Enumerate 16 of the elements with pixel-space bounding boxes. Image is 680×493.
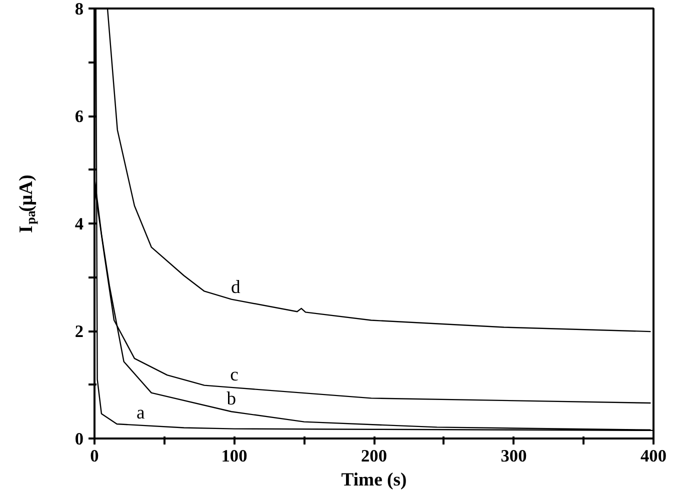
y-tick-label: 4 — [74, 214, 84, 234]
x-tick-label: 300 — [500, 446, 527, 466]
series-label: c — [230, 364, 238, 386]
series-label: a — [136, 402, 146, 424]
x-tick-label: 0 — [90, 446, 99, 466]
x-axis-title: Time (s) — [341, 470, 407, 490]
y-tick-label: 6 — [74, 107, 84, 126]
y-tick-label: 8 — [74, 0, 84, 18]
y-axis-title: Ipa(μA) — [16, 174, 38, 233]
y-tick-label: 2 — [74, 322, 84, 341]
series-label: d — [230, 277, 241, 298]
series-label: b — [226, 388, 236, 410]
x-tick-label: 100 — [221, 446, 248, 466]
x-tick-label: 400 — [640, 446, 667, 466]
x-tick-label: 200 — [361, 446, 388, 466]
y-tick-label: 0 — [74, 430, 84, 448]
